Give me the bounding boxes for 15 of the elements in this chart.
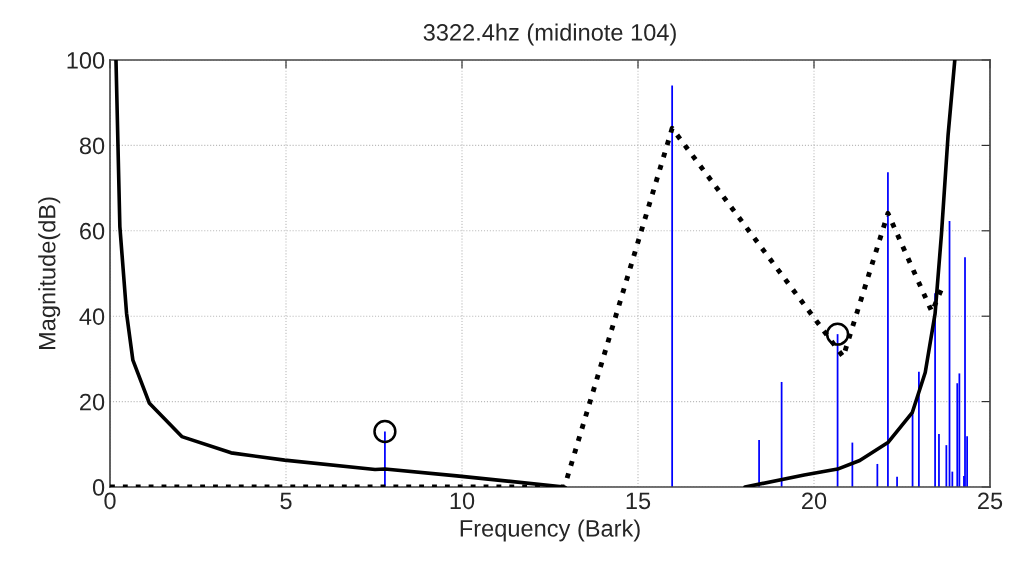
y-tick-label: 60	[80, 222, 105, 240]
y-tick-label: 80	[79, 137, 105, 155]
y-tick-label: 20	[80, 393, 105, 411]
x-tick-label: 5	[280, 492, 292, 510]
y-tick-label: 100	[67, 52, 105, 69]
x-tick-label: 0	[104, 492, 116, 510]
x-tick-label: 15	[626, 492, 651, 510]
y-tick-label: 0	[92, 479, 105, 496]
x-tick-label: 25	[978, 492, 1003, 510]
y-axis-title: Magnitude(dB)	[38, 197, 61, 349]
x-tick-label: 10	[450, 492, 475, 510]
chart-title: 3322.4hz (midinote 104)	[423, 23, 676, 46]
x-tick-label: 20	[802, 492, 827, 510]
y-tick-label: 40	[79, 308, 105, 325]
x-axis-title: Frequency (Bark)	[460, 519, 640, 542]
